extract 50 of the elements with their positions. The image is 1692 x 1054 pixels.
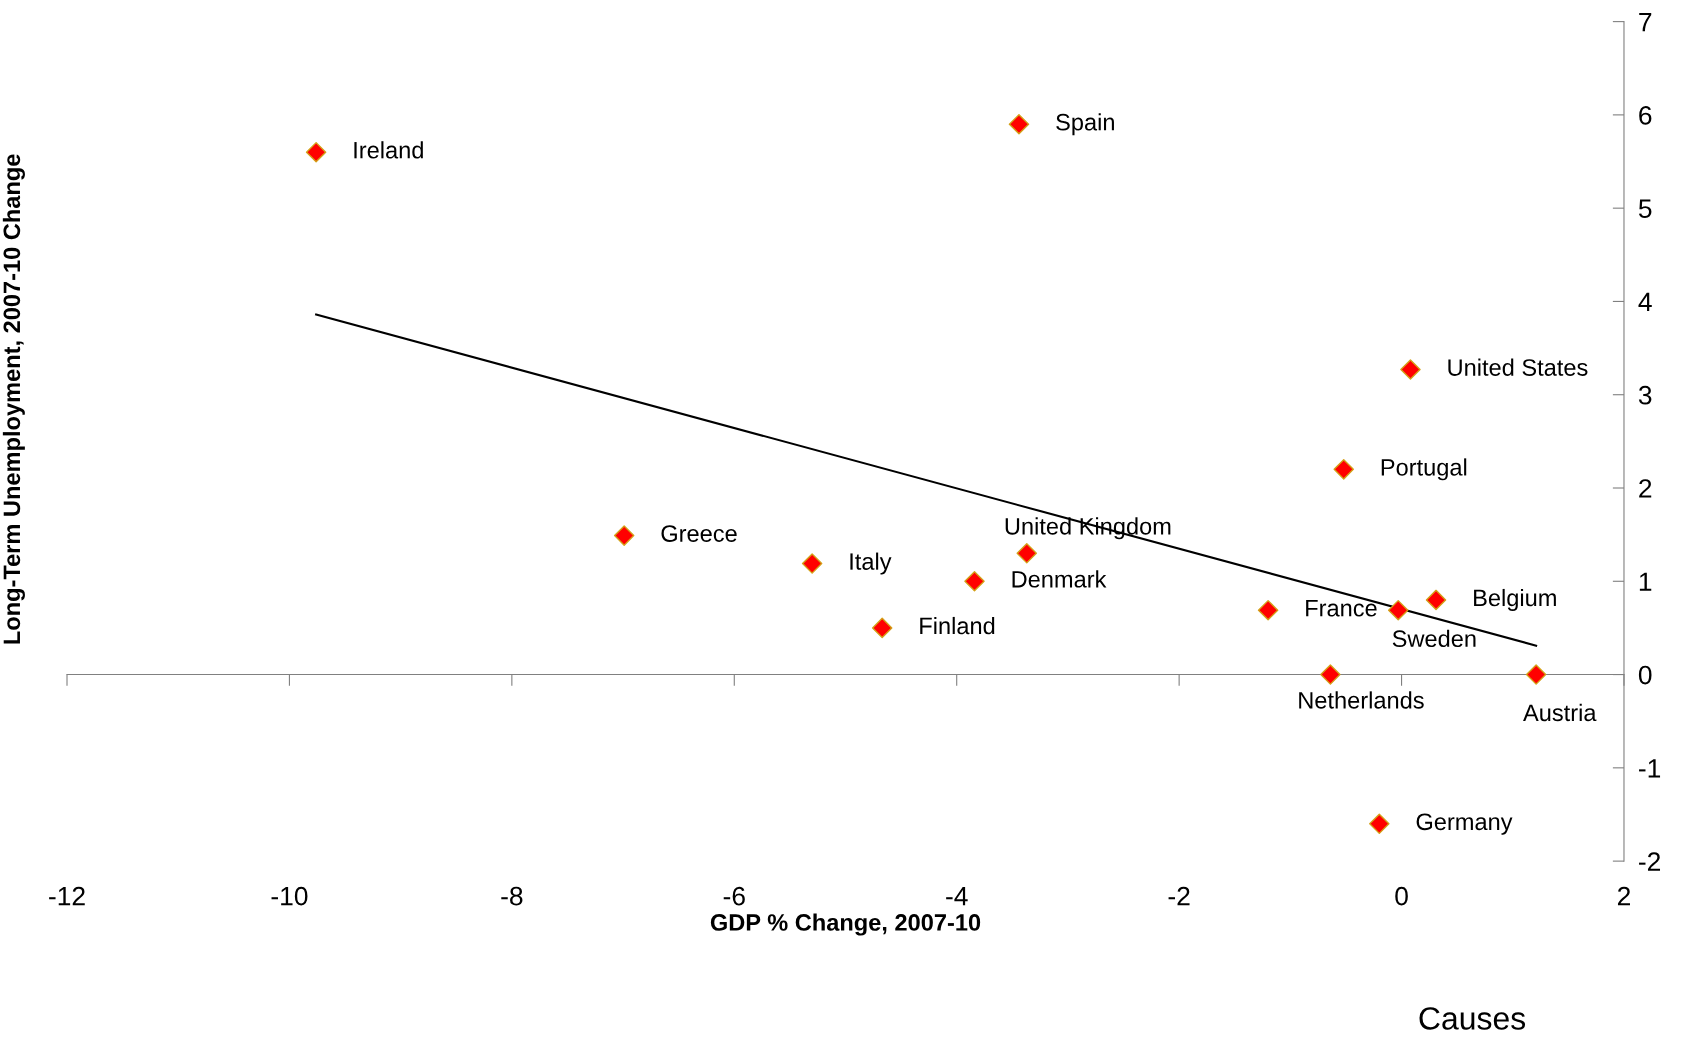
y-tick-label: 3: [1638, 385, 1652, 405]
point: [1400, 359, 1421, 380]
x-tick-label: 2: [1617, 886, 1630, 906]
x-tick-label: -6: [723, 886, 745, 906]
y-tick-label: 4: [1638, 292, 1652, 312]
point: [305, 141, 327, 163]
x-tick-label: -12: [49, 886, 85, 906]
y-tick-label: -1: [1639, 759, 1661, 778]
annotation: Germany: [1416, 813, 1513, 835]
annotation: Portugal: [1381, 458, 1467, 481]
annotation: Finland: [920, 616, 995, 635]
annotation: Denmark: [1012, 570, 1107, 588]
point: [1333, 459, 1354, 480]
y-tick-label: -2: [1639, 852, 1661, 871]
point: [1008, 113, 1030, 135]
point: [1016, 543, 1038, 564]
x-tick-label: -8: [501, 886, 523, 906]
x-tick-label: -2: [1168, 886, 1190, 906]
annotation: Spain: [1056, 113, 1114, 136]
y-tick-label: 5: [1638, 199, 1652, 218]
x-tick-label: -10: [271, 886, 308, 906]
point: [1320, 664, 1341, 685]
point: [1257, 599, 1279, 621]
point: [1369, 813, 1390, 835]
point: [1525, 664, 1547, 685]
text: Causes: [1419, 1007, 1526, 1030]
y-tick-label: 1: [1639, 572, 1652, 591]
annotation: United States: [1448, 358, 1588, 376]
annotation: Sweden: [1392, 629, 1476, 648]
annotation: France: [1306, 600, 1377, 617]
point: [1425, 589, 1447, 611]
y-tick-label: 6: [1639, 106, 1652, 125]
annotation: Austria: [1523, 703, 1597, 722]
y-tick-label: 0: [1638, 665, 1652, 685]
x-tick-label: -4: [946, 887, 968, 906]
annotation: Netherlands: [1299, 691, 1424, 709]
point: [1387, 599, 1409, 621]
y-tick-label: 2: [1639, 479, 1652, 498]
annotation: Italy: [850, 552, 892, 575]
point: [801, 553, 823, 574]
annotation: Belgium: [1474, 588, 1556, 611]
y-axis-title: Long-Term Unemployment, 2007-10 Change: [2, 154, 25, 644]
annotation: Ireland: [354, 141, 423, 159]
point: [871, 617, 893, 639]
x-tick-label: 0: [1395, 886, 1408, 906]
y-tick-label: 7: [1639, 13, 1652, 32]
point: [964, 571, 985, 592]
x-axis-title: GDP % Change, 2007-10: [710, 913, 981, 936]
point: [613, 525, 635, 546]
annotation: Greece: [661, 525, 737, 542]
